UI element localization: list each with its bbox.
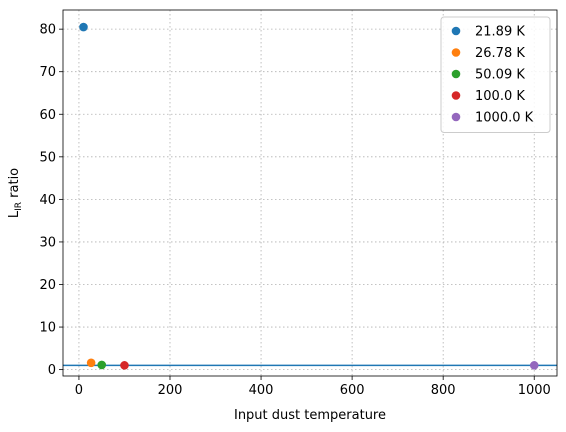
y-tick-label: 70 — [39, 65, 56, 80]
x-tick-label: 1000 — [518, 383, 551, 398]
data-point — [86, 358, 96, 368]
plot-frame — [62, 9, 558, 377]
legend-label: 21.89 K — [475, 25, 525, 40]
legend-label: 26.78 K — [475, 46, 525, 61]
y-tick-label: 80 — [39, 23, 56, 38]
y-axis-label-suffix: ratio — [7, 168, 22, 202]
y-tick-label: 30 — [39, 235, 56, 250]
legend-marker — [451, 69, 461, 79]
legend-marker — [451, 26, 461, 36]
legend-marker — [451, 48, 461, 57]
data-point — [79, 22, 88, 32]
y-axis-label-sub: IR — [14, 202, 24, 211]
y-tick-label: 20 — [39, 278, 56, 293]
y-tick-label: 60 — [39, 108, 56, 123]
x-tick-label: 800 — [431, 383, 456, 398]
legend-marker — [451, 112, 461, 122]
legend-box — [440, 16, 551, 133]
legend-marker — [451, 91, 461, 100]
data-point — [529, 361, 539, 370]
legend-label: 100.0 K — [475, 89, 525, 104]
data-point — [97, 360, 107, 370]
y-axis-label: LIR ratio — [7, 168, 24, 218]
y-axis-label-main: L — [7, 210, 22, 218]
y-axis-ticks: 0 10 20 30 40 50 60 70 80 — [39, 23, 63, 378]
data-points — [79, 22, 539, 370]
legend-label: 50.09 K — [475, 68, 525, 83]
y-tick-label: 10 — [39, 321, 56, 336]
x-axis-label: Input dust temperature — [234, 408, 386, 423]
x-axis-ticks: 0 200 400 600 800 1000 — [75, 376, 551, 398]
x-tick-label: 400 — [249, 383, 274, 398]
y-tick-label: 0 — [48, 363, 56, 378]
legend: 21.89 K 26.78 K 50.09 K 100.0 K 1000.0 K — [440, 16, 551, 133]
x-tick-label: 0 — [75, 383, 83, 398]
y-tick-label: 40 — [39, 193, 56, 208]
data-point — [120, 361, 129, 370]
y-tick-label: 50 — [39, 150, 56, 165]
x-tick-label: 600 — [340, 383, 365, 398]
legend-label: 1000.0 K — [475, 111, 534, 126]
x-tick-label: 200 — [158, 383, 183, 398]
